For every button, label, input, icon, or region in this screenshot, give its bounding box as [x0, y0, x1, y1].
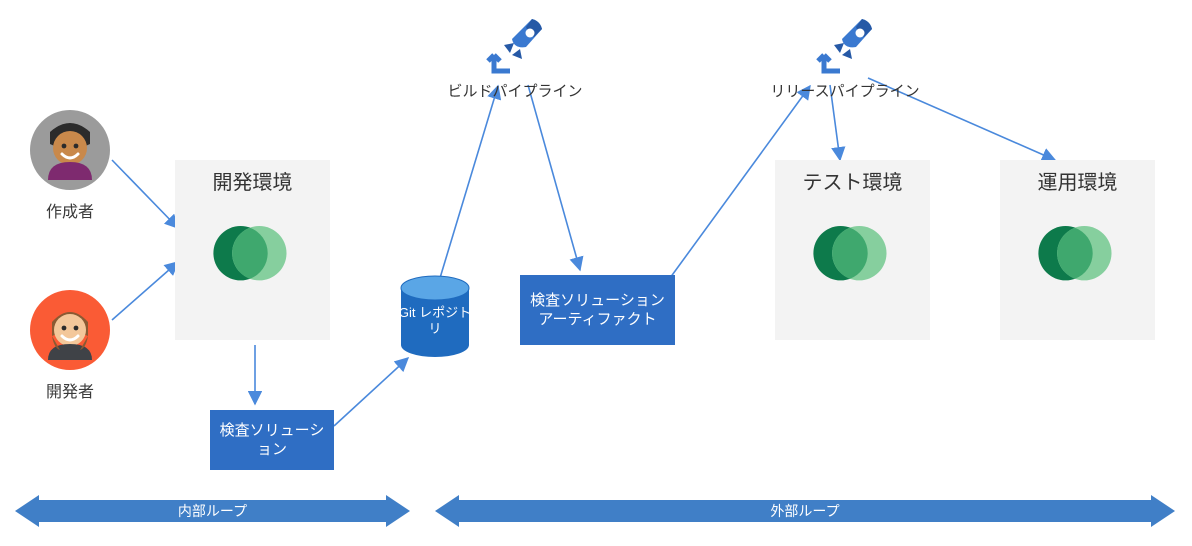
env-test-title: テスト環境	[803, 166, 903, 195]
env-dev-title: 開発環境	[213, 166, 293, 195]
dataverse-icon	[210, 209, 295, 294]
inner-loop-arrow: 内部ループ	[15, 495, 410, 527]
check-artifact-box: 検査ソリューションアーティファクト	[520, 275, 675, 345]
inner-loop-label: 内部ループ	[178, 501, 247, 521]
build-pipeline-node: ビルドパイプライン	[445, 15, 585, 101]
build-pipeline-label: ビルドパイプライン	[445, 80, 585, 101]
rocket-icon	[480, 15, 550, 75]
git-repo-node: Git レポジトリ	[395, 275, 475, 365]
env-test: テスト環境	[775, 160, 930, 340]
outer-loop-arrow: 外部ループ	[435, 495, 1175, 527]
env-prod-title: 運用環境	[1038, 166, 1118, 195]
dataverse-icon	[1035, 209, 1120, 294]
release-pipeline-label: リリースパイプライン	[770, 80, 920, 101]
check-solution-box: 検査ソリューション	[210, 410, 334, 470]
release-pipeline-node: リリースパイプライン	[770, 15, 920, 101]
rocket-icon	[810, 15, 880, 75]
check-solution-label: 検査ソリューション	[216, 421, 328, 460]
developer-avatar	[30, 290, 110, 370]
author-avatar	[30, 110, 110, 190]
env-prod: 運用環境	[1000, 160, 1155, 340]
developer-label: 開発者	[30, 378, 110, 402]
check-artifact-label: 検査ソリューションアーティファクト	[526, 291, 669, 330]
git-repo-label: Git レポジトリ	[395, 305, 475, 336]
dataverse-icon	[810, 209, 895, 294]
outer-loop-label: 外部ループ	[770, 501, 839, 521]
env-dev: 開発環境	[175, 160, 330, 340]
author-label: 作成者	[30, 198, 110, 222]
